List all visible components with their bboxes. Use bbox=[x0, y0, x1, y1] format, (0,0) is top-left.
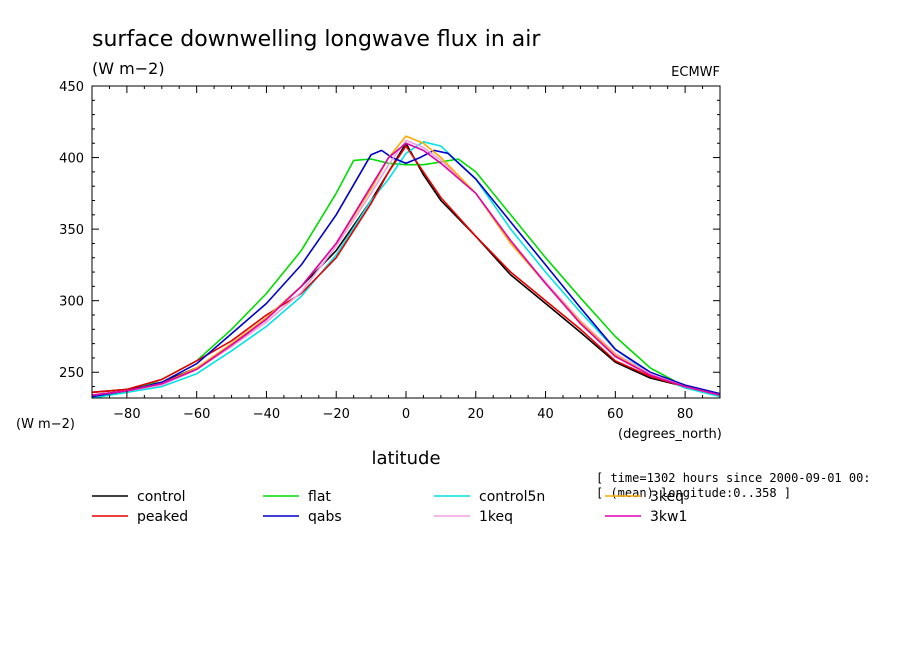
x-tick-label: 20 bbox=[468, 407, 485, 422]
legend-label-1keq: 1keq bbox=[479, 509, 513, 525]
legend-label-control: control bbox=[137, 489, 186, 505]
y-tick-label: 350 bbox=[59, 223, 84, 238]
legend-label-3kw1: 3kw1 bbox=[650, 509, 687, 525]
x-tick-label: 40 bbox=[537, 407, 554, 422]
legend-label-qabs: qabs bbox=[308, 509, 342, 525]
x-tick-label: −80 bbox=[113, 407, 140, 422]
x-tick-label: −40 bbox=[253, 407, 280, 422]
plot-frame bbox=[91, 85, 721, 399]
y-units-label: (W m−2) bbox=[16, 417, 75, 432]
x-tick-label: 80 bbox=[677, 407, 694, 422]
y-tick-label: 250 bbox=[59, 366, 84, 381]
x-axis-label: latitude bbox=[371, 448, 440, 469]
series-layer bbox=[92, 135, 720, 398]
series-line-control5n bbox=[92, 141, 720, 398]
info-time-label: [ time=1302 hours since 2000-09-01 00: bbox=[596, 471, 871, 485]
y-tick-label: 300 bbox=[59, 295, 84, 310]
source-label: ECMWF bbox=[671, 65, 720, 80]
series-line-flat bbox=[92, 158, 720, 398]
legend: control flat control5n peaked qabs 1keq 3keq 3k… bbox=[92, 489, 687, 525]
series-line-peaked bbox=[92, 145, 720, 396]
series-line-3keq bbox=[92, 135, 720, 396]
ticks-layer: −80 −60 −40 −20 0 20 40 60 80 250 300 350 400 450 bbox=[59, 80, 721, 422]
x-tick-label: −20 bbox=[323, 407, 350, 422]
series-line-3kw1 bbox=[92, 142, 720, 396]
x-tick-label: 60 bbox=[607, 407, 624, 422]
info-longitude-label: [ (mean) longitude:0..358 ] bbox=[596, 486, 791, 500]
legend-label-peaked: peaked bbox=[137, 509, 188, 525]
x-tick-label: −60 bbox=[183, 407, 210, 422]
chart-title: surface downwelling longwave flux in air bbox=[92, 27, 541, 52]
series-line-qabs bbox=[92, 149, 720, 398]
x-units-label: (degrees_north) bbox=[618, 427, 722, 442]
legend-label-control5n: control5n bbox=[479, 489, 545, 505]
legend-label-3keq: 3keq bbox=[650, 489, 684, 505]
x-tick-label: 0 bbox=[402, 407, 410, 422]
y-tick-label: 450 bbox=[59, 80, 84, 95]
chart-units-label: (W m−2) bbox=[92, 59, 165, 78]
legend-label-flat: flat bbox=[308, 489, 331, 505]
y-tick-label: 400 bbox=[59, 152, 84, 167]
